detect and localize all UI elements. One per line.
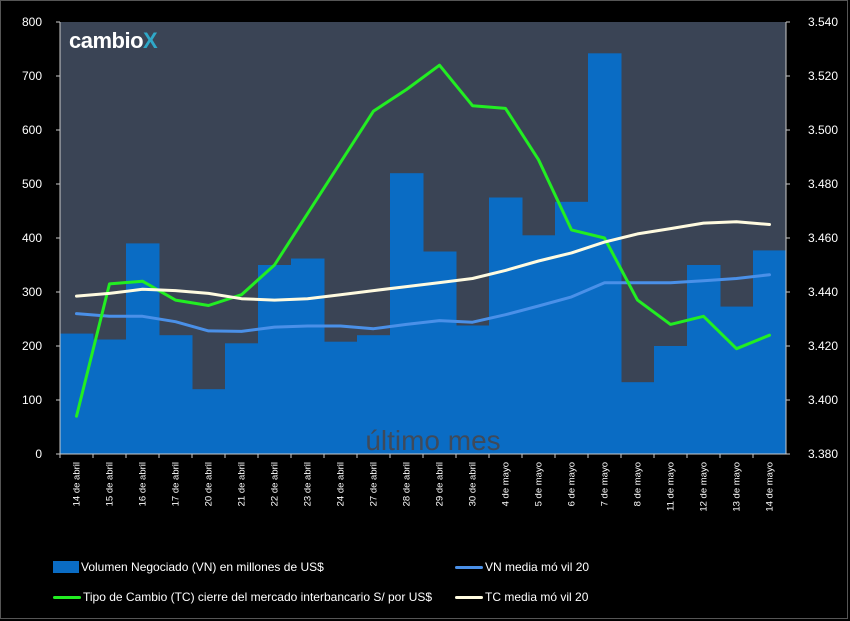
y-right-tick-label: 3.380 bbox=[808, 447, 838, 461]
y-right-tick-label: 3.480 bbox=[808, 177, 838, 191]
line-series bbox=[75, 63, 771, 418]
y-left-tick-label: 500 bbox=[22, 177, 42, 191]
tc-line bbox=[75, 63, 771, 418]
volume-bar bbox=[357, 335, 391, 454]
x-tick-label: 23 de abril bbox=[303, 462, 314, 506]
x-tick-label: 20 de abril bbox=[204, 462, 215, 506]
volume-bar bbox=[588, 53, 622, 454]
x-tick-label: 29 de abril bbox=[435, 462, 446, 506]
volume-bars bbox=[60, 53, 787, 454]
volume-bar bbox=[324, 341, 358, 454]
x-tick-label: 5 de mayo bbox=[534, 462, 545, 506]
x-tick-label: 30 de abril bbox=[468, 462, 479, 506]
volume-bar bbox=[621, 382, 655, 454]
watermark-text: último mes bbox=[365, 425, 500, 456]
x-tick-label: 11 de mayo bbox=[666, 462, 677, 511]
x-tick-label: 14 de abril bbox=[72, 462, 83, 506]
volume-bar bbox=[258, 265, 292, 454]
y-right-tick-label: 3.500 bbox=[808, 123, 838, 137]
x-tick-label: 16 de abril bbox=[138, 462, 149, 506]
tc-ma-line bbox=[75, 220, 771, 302]
logo-text: cambio bbox=[69, 28, 144, 53]
y-left-tick-label: 300 bbox=[22, 285, 42, 299]
cambiox-logo: cambioX bbox=[69, 28, 158, 54]
y-left-tick-label: 100 bbox=[22, 393, 42, 407]
vn-ma-line bbox=[75, 273, 771, 333]
x-tick-label: 17 de abril bbox=[171, 462, 182, 506]
volume-bar bbox=[555, 201, 589, 454]
logo-x-mark: X bbox=[143, 28, 158, 53]
x-tick-label: 15 de abril bbox=[105, 462, 116, 506]
y-left-tick-label: 600 bbox=[22, 123, 42, 137]
volume-bar bbox=[456, 325, 490, 454]
volume-bar bbox=[687, 265, 721, 454]
x-tick-label: 4 de mayo bbox=[501, 462, 512, 506]
y-right-tick-label: 3.440 bbox=[808, 285, 838, 299]
y-left-tick-label: 400 bbox=[22, 231, 42, 245]
y-right-tick-label: 3.520 bbox=[808, 69, 838, 83]
volume-bar bbox=[489, 197, 523, 454]
x-tick-label: 7 de mayo bbox=[600, 462, 611, 506]
x-tick-label: 14 de mayo bbox=[765, 462, 776, 512]
x-tick-label: 6 de mayo bbox=[567, 462, 578, 506]
volume-bar bbox=[192, 389, 226, 454]
x-tick-label: 27 de abril bbox=[369, 462, 380, 506]
volume-bar bbox=[522, 235, 556, 454]
x-tick-label: 21 de abril bbox=[237, 462, 248, 506]
y-left-tick-label: 800 bbox=[22, 15, 42, 29]
y-left-tick-label: 0 bbox=[35, 447, 42, 461]
y-right-tick-label: 3.420 bbox=[808, 339, 838, 353]
volume-bar bbox=[159, 335, 193, 454]
volume-bar bbox=[654, 346, 688, 454]
volume-bar bbox=[126, 243, 160, 454]
x-tick-label: 22 de abril bbox=[270, 462, 281, 506]
x-tick-label: 28 de abril bbox=[402, 462, 413, 506]
x-tick-label: 12 de mayo bbox=[699, 462, 710, 512]
y-right-tick-label: 3.540 bbox=[808, 15, 838, 29]
volume-bar bbox=[93, 339, 127, 454]
volume-bar bbox=[225, 343, 259, 454]
volume-bar bbox=[390, 173, 424, 454]
volume-bar bbox=[60, 333, 94, 454]
y-right-tick-label: 3.460 bbox=[808, 231, 838, 245]
axes: 0 100 200 300 400 500 600 700 800 3.380 3.400 3.420… bbox=[22, 15, 838, 512]
volume-bar bbox=[720, 306, 754, 454]
x-tick-label: 24 de abril bbox=[336, 462, 347, 506]
x-tick-label: 13 de mayo bbox=[732, 462, 743, 512]
y-left-tick-label: 200 bbox=[22, 339, 42, 353]
y-left-tick-label: 700 bbox=[22, 69, 42, 83]
volume-bar bbox=[291, 258, 325, 454]
y-right-tick-label: 3.400 bbox=[808, 393, 838, 407]
x-tick-label: 8 de mayo bbox=[633, 462, 644, 506]
volume-bar bbox=[753, 250, 787, 454]
